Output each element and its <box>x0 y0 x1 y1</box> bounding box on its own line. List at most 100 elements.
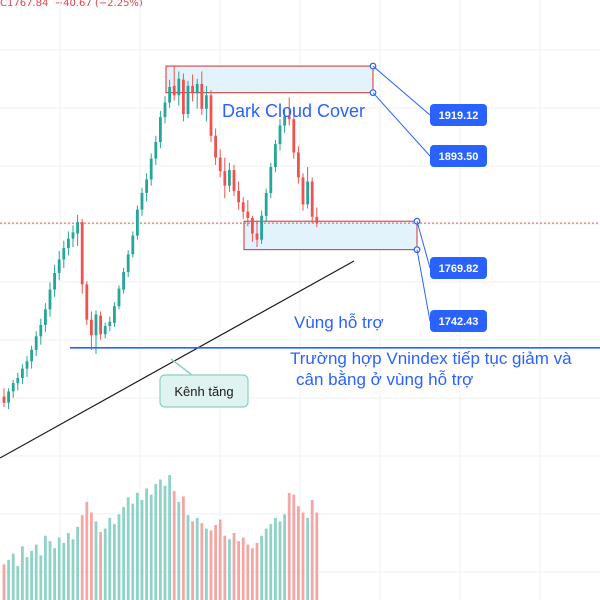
volume-bar <box>287 492 291 600</box>
candle-body <box>241 202 245 212</box>
candle-body <box>57 259 61 273</box>
candle-body <box>122 271 125 290</box>
volume-bar <box>80 515 84 600</box>
candle-body <box>16 377 20 384</box>
volume-bar <box>2 564 6 600</box>
volume-bar <box>163 485 167 600</box>
volume-bar <box>44 535 47 600</box>
candle-body <box>306 181 309 205</box>
scenario-annotation-line2: cân bằng ở vùng hỗ trợ <box>296 370 473 389</box>
candle-body <box>177 78 181 96</box>
candle-body <box>159 117 162 142</box>
candle-body <box>237 190 240 203</box>
candle-body <box>80 222 84 285</box>
volume-bar <box>237 541 240 600</box>
volume-bar <box>30 550 33 600</box>
price-label-connector <box>372 92 431 157</box>
callout-box <box>159 374 249 408</box>
volume-bar <box>246 544 250 600</box>
candle-body <box>200 83 204 109</box>
candle-body <box>62 248 66 260</box>
candle-body <box>11 383 15 392</box>
change-text: −40.67 (−2.25%) <box>54 0 143 9</box>
candle-body <box>99 315 102 335</box>
candle-body <box>154 142 158 159</box>
candle-body <box>269 167 273 193</box>
close-price-text: C1767.84 <box>0 0 49 9</box>
price-header: C1767.84 −40.67 (−2.25%) <box>0 0 143 9</box>
candle-body <box>260 215 263 240</box>
candle-body <box>39 324 43 337</box>
candle-body <box>292 119 296 153</box>
candle-body <box>228 170 231 186</box>
price-label-text: 1919.12 <box>439 110 479 122</box>
price-label-connector <box>372 65 431 116</box>
candle-body <box>2 396 6 403</box>
volume-bar <box>218 519 222 600</box>
volume-bar <box>48 541 52 600</box>
volume-bar <box>16 566 20 600</box>
volume-bar <box>126 497 130 600</box>
resistance-zone[interactable] <box>165 65 374 94</box>
candle-body <box>44 309 47 325</box>
volume-bar <box>71 539 75 600</box>
candle-body <box>283 116 286 126</box>
volume-bar <box>7 559 10 600</box>
candle-body <box>264 193 268 216</box>
candle-body <box>25 361 29 369</box>
volume-bar <box>108 517 112 600</box>
candle-body <box>53 273 56 290</box>
volume-bar <box>62 542 66 600</box>
volume-bar <box>251 548 254 600</box>
candle-body <box>71 232 75 239</box>
candle-body <box>223 171 227 186</box>
candle-body <box>163 102 167 118</box>
candle-body <box>30 349 33 362</box>
volume-bar <box>306 517 309 600</box>
volume-bar <box>274 517 277 600</box>
candle-body <box>287 116 291 120</box>
candle-body <box>278 125 282 145</box>
volume-bar <box>25 557 29 600</box>
volume-bar <box>310 500 314 600</box>
volume-bar <box>53 548 56 600</box>
volume-bar <box>76 526 79 600</box>
volume-bar <box>297 506 300 600</box>
volume-bar <box>168 475 171 600</box>
candle-body <box>131 235 135 255</box>
candle-body <box>205 95 208 109</box>
volume-bar <box>278 521 282 600</box>
volume-bar <box>186 515 190 600</box>
support-zone[interactable] <box>243 220 418 251</box>
uptrend-line[interactable] <box>0 260 355 459</box>
candle-body <box>94 314 98 336</box>
channel-callout[interactable]: Kênh tăng <box>159 358 249 408</box>
candle-body <box>103 326 107 335</box>
candle-body <box>168 87 171 103</box>
volume-bar <box>301 512 305 600</box>
candle-body <box>21 368 24 378</box>
volume-bars <box>2 475 319 600</box>
volume-bar <box>264 528 268 600</box>
candle-body <box>214 135 217 158</box>
candle-body <box>149 158 153 180</box>
candle-body <box>255 233 259 240</box>
volume-bar <box>182 496 185 600</box>
candle-body <box>310 181 314 217</box>
candle-body <box>172 85 176 96</box>
candle-body <box>136 209 139 236</box>
candles <box>2 66 319 410</box>
volume-bar <box>90 512 93 600</box>
candle-body <box>274 144 277 167</box>
volume-bar <box>205 528 208 600</box>
volume-bar <box>11 553 15 600</box>
candle-body <box>195 83 199 94</box>
candle-body <box>117 288 121 307</box>
volume-bar <box>223 535 227 600</box>
candle-body <box>315 216 319 224</box>
volume-bar <box>283 514 286 600</box>
volume-bar <box>94 521 98 600</box>
candle-body <box>301 177 305 205</box>
candle-body <box>7 391 10 403</box>
